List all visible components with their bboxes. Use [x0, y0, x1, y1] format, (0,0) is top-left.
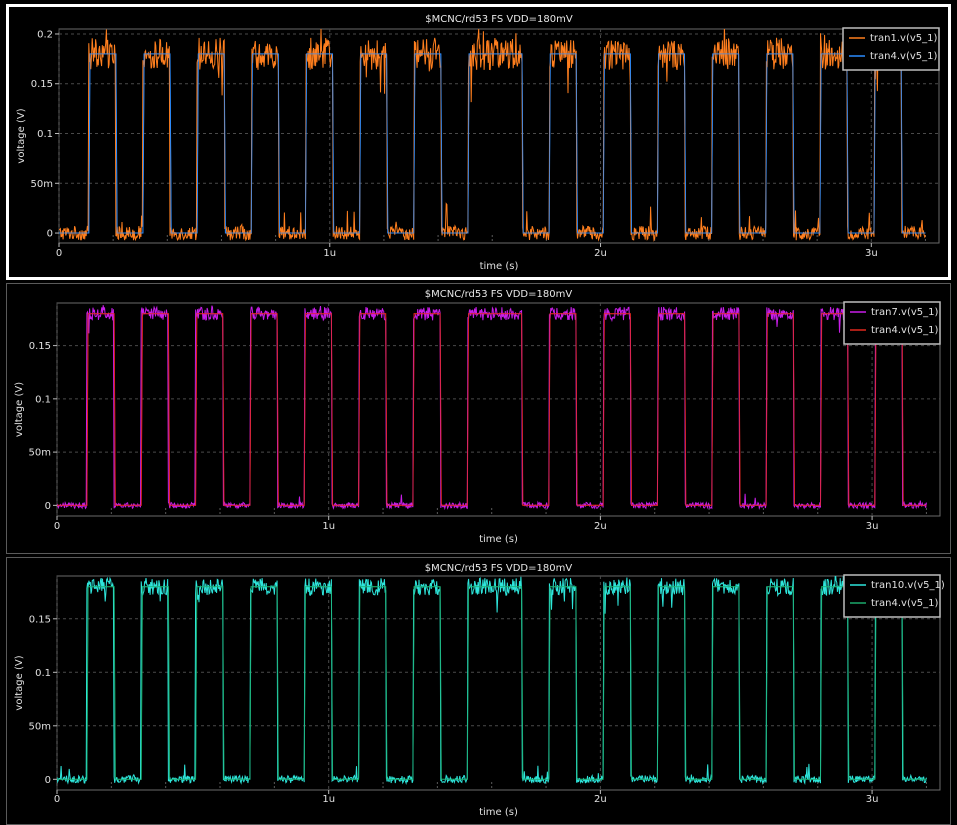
plot-area — [57, 576, 927, 785]
x-tick-label: 2u — [594, 248, 607, 259]
chart-title: $MCNC/rd53 FS VDD=180mV — [425, 289, 573, 300]
legend-box — [842, 27, 940, 71]
y-tick-label: 0.15 — [29, 614, 51, 625]
x-tick-label: 0 — [56, 248, 62, 259]
x-tick-label: 3u — [865, 248, 878, 259]
x-tick-label: 1u — [322, 521, 335, 532]
plot-frame — [58, 28, 940, 244]
legend: tran10.v(v5_1) tran4.v(v5_1) — [843, 574, 945, 618]
x-tick-label: 3u — [866, 521, 879, 532]
series-edge-tran4.v(v5_1) — [57, 586, 927, 780]
grid — [56, 576, 940, 790]
legend-box — [843, 301, 941, 345]
x-axis-label: time (s) — [480, 261, 519, 272]
series-line-tran4.v(v5_1) — [57, 313, 927, 506]
x-tick-label: 1u — [322, 794, 335, 805]
x-tick-label: 0 — [54, 794, 60, 805]
series-edge-tran4.v(v5_1) — [57, 313, 927, 506]
chart-1: $MCNC/rd53 FS VDD=180mV 0 50m 0.1 0.15 0.2 0 1u… — [16, 14, 940, 272]
y-axis-label: voltage (V) — [14, 382, 25, 437]
chart-title: $MCNC/rd53 FS VDD=180mV — [425, 14, 573, 25]
plot-area — [57, 305, 927, 511]
series-line-tran4.v(v5_1) — [59, 53, 926, 234]
y-tick-label: 50m — [31, 179, 53, 190]
y-tick-label: 50m — [29, 448, 51, 459]
legend-label-tran4.v(v5_1): tran4.v(v5_1) — [871, 598, 939, 609]
x-tick-label: 1u — [323, 248, 336, 259]
legend-label-tran4.v(v5_1): tran4.v(v5_1) — [870, 51, 938, 62]
x-tick-label: 3u — [866, 794, 879, 805]
legend: tran7.v(v5_1) tran4.v(v5_1) — [843, 301, 941, 345]
y-tick-label: 0.15 — [29, 341, 51, 352]
series-edge-tran4.v(v5_1) — [59, 53, 926, 234]
y-tick-label: 0.1 — [35, 394, 51, 405]
y-tick-label: 0.1 — [37, 129, 53, 140]
chart-2: $MCNC/rd53 FS VDD=180mV 0 50m 0.1 0.15 0 1u 2u 3… — [14, 289, 941, 545]
legend-label-tran1.v(v5_1): tran1.v(v5_1) — [870, 33, 938, 44]
series-line-tran7.v(v5_1) — [57, 305, 927, 511]
chart-panel-2[interactable]: $MCNC/rd53 FS VDD=180mV 0 50m 0.1 0.15 0 1u 2u 3… — [6, 283, 951, 554]
legend-label-tran10.v(v5_1): tran10.v(v5_1) — [871, 580, 945, 591]
grid — [58, 29, 939, 243]
legend-label-tran4.v(v5_1): tran4.v(v5_1) — [871, 325, 939, 336]
y-axis-label: voltage (V) — [16, 108, 27, 163]
x-tick-label: 2u — [594, 794, 607, 805]
y-tick-label: 0.2 — [37, 29, 53, 40]
chart-3: $MCNC/rd53 FS VDD=180mV 0 50m 0.1 0.15 0 1u 2u 3… — [14, 563, 945, 818]
plot-frame — [56, 302, 941, 517]
plot-area — [59, 29, 926, 242]
legend-box — [843, 574, 941, 618]
x-tick-label: 0 — [54, 521, 60, 532]
grid — [56, 303, 940, 516]
y-tick-label: 0 — [45, 501, 51, 512]
y-tick-label: 50m — [29, 721, 51, 732]
x-tick-label: 2u — [594, 521, 607, 532]
legend: tran1.v(v5_1) tran4.v(v5_1) — [842, 27, 940, 71]
y-axis-label: voltage (V) — [14, 655, 25, 710]
plot-frame — [56, 575, 941, 791]
series-line-tran1.v(v5_1) — [59, 29, 926, 242]
x-axis-label: time (s) — [479, 534, 518, 545]
x-axis-label: time (s) — [479, 807, 518, 818]
series-line-tran4.v(v5_1) — [57, 586, 927, 780]
y-tick-label: 0.15 — [31, 79, 53, 90]
y-tick-label: 0.1 — [35, 668, 51, 679]
y-tick-label: 0 — [47, 229, 53, 240]
legend-label-tran7.v(v5_1): tran7.v(v5_1) — [871, 307, 939, 318]
y-tick-label: 0 — [45, 775, 51, 786]
chart-panel-3[interactable]: $MCNC/rd53 FS VDD=180mV 0 50m 0.1 0.15 0 1u 2u 3… — [6, 557, 951, 825]
chart-panel-1[interactable]: $MCNC/rd53 FS VDD=180mV 0 50m 0.1 0.15 0.2 0 1u… — [6, 4, 951, 280]
series-line-tran10.v(v5_1) — [57, 576, 927, 785]
chart-title: $MCNC/rd53 FS VDD=180mV — [425, 563, 573, 574]
